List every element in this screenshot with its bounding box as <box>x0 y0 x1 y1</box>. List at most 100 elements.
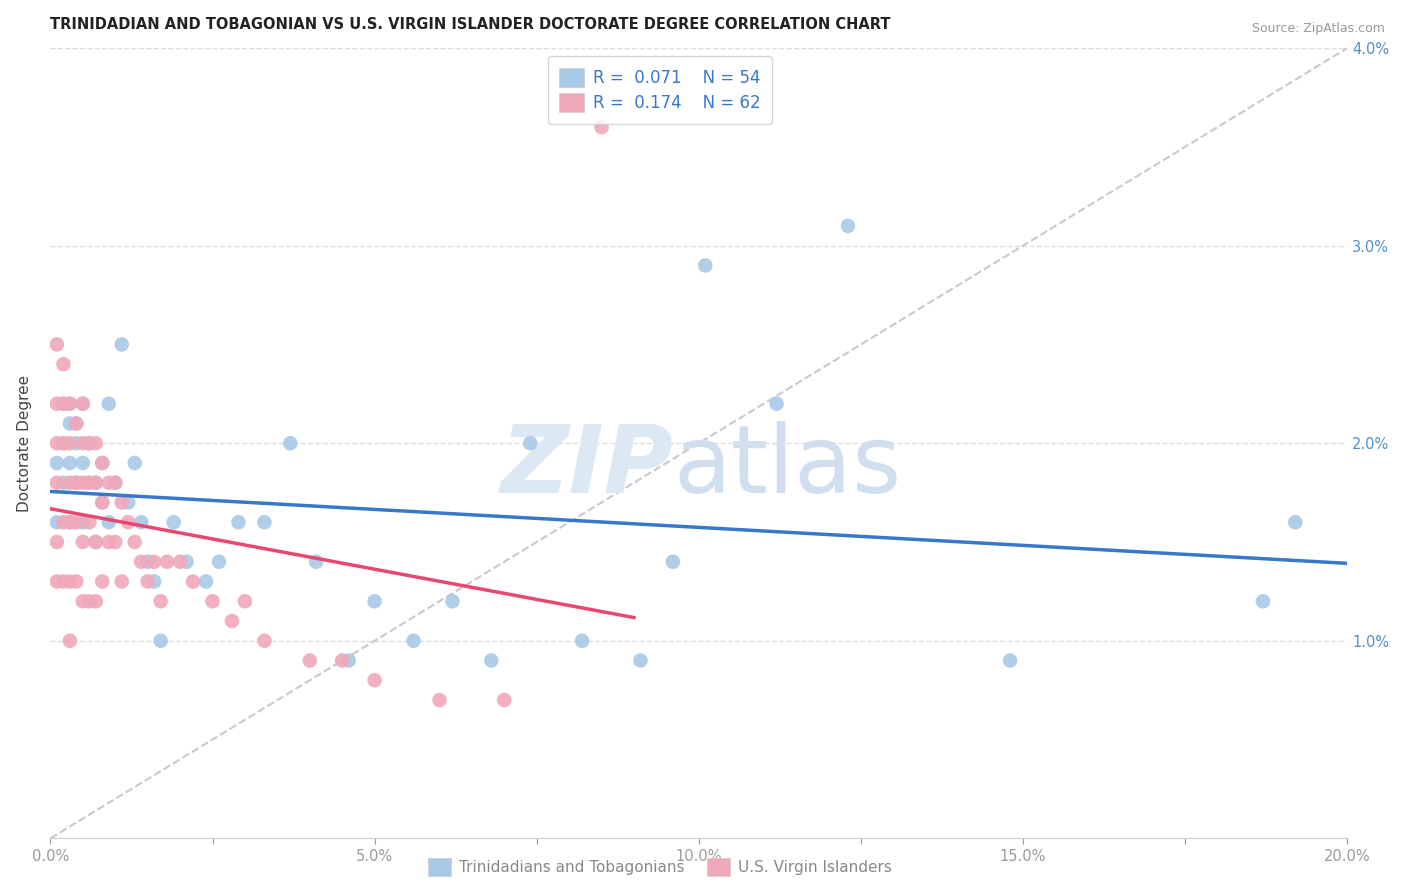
Point <box>441 594 464 608</box>
Point <box>837 219 859 233</box>
Point <box>72 594 94 608</box>
Point <box>45 535 67 549</box>
Point <box>330 654 353 668</box>
Point <box>278 436 301 450</box>
Point <box>91 495 114 509</box>
Point <box>124 535 146 549</box>
Point <box>117 515 139 529</box>
Point <box>91 574 114 589</box>
Point <box>79 475 101 490</box>
Point <box>72 397 94 411</box>
Point <box>429 693 451 707</box>
Point <box>91 456 114 470</box>
Point <box>149 633 172 648</box>
Legend: Trinidadians and Tobagonians, U.S. Virgin Islanders: Trinidadians and Tobagonians, U.S. Virgi… <box>422 852 897 882</box>
Point <box>45 436 67 450</box>
Point <box>97 397 120 411</box>
Point <box>998 654 1021 668</box>
Point <box>52 397 75 411</box>
Point <box>136 574 159 589</box>
Point <box>84 535 107 549</box>
Point <box>72 535 94 549</box>
Point <box>52 436 75 450</box>
Point <box>129 515 152 529</box>
Point <box>59 515 82 529</box>
Point <box>79 594 101 608</box>
Point <box>143 555 166 569</box>
Point <box>494 693 516 707</box>
Point <box>52 475 75 490</box>
Point <box>149 594 172 608</box>
Point <box>402 633 425 648</box>
Point <box>143 574 166 589</box>
Point <box>59 574 82 589</box>
Point <box>72 397 94 411</box>
Point <box>65 417 87 431</box>
Point <box>519 436 541 450</box>
Point <box>45 574 67 589</box>
Point <box>305 555 328 569</box>
Point <box>253 515 276 529</box>
Point <box>65 475 87 490</box>
Point <box>59 456 82 470</box>
Text: ZIP: ZIP <box>501 421 673 513</box>
Point <box>84 535 107 549</box>
Point <box>111 337 134 351</box>
Point <box>52 574 75 589</box>
Point <box>97 515 120 529</box>
Point <box>233 594 256 608</box>
Point <box>97 475 120 490</box>
Point <box>630 654 652 668</box>
Point <box>228 515 250 529</box>
Point <box>65 574 87 589</box>
Point <box>59 515 82 529</box>
Point <box>104 475 127 490</box>
Text: Source: ZipAtlas.com: Source: ZipAtlas.com <box>1251 22 1385 36</box>
Point <box>104 475 127 490</box>
Point <box>298 654 321 668</box>
Point <box>129 555 152 569</box>
Point <box>65 436 87 450</box>
Point <box>97 535 120 549</box>
Text: atlas: atlas <box>673 421 901 513</box>
Point <box>337 654 360 668</box>
Point <box>52 397 75 411</box>
Point <box>111 574 134 589</box>
Point <box>1251 594 1274 608</box>
Point <box>479 654 502 668</box>
Point <box>1284 515 1306 529</box>
Point <box>59 633 82 648</box>
Point <box>117 495 139 509</box>
Point <box>91 495 114 509</box>
Point <box>195 574 218 589</box>
Point <box>84 594 107 608</box>
Point <box>221 614 243 628</box>
Point <box>84 475 107 490</box>
Point <box>45 397 67 411</box>
Point <box>65 515 87 529</box>
Point <box>91 456 114 470</box>
Point <box>363 673 385 688</box>
Point <box>169 555 191 569</box>
Point <box>65 475 87 490</box>
Point <box>72 515 94 529</box>
Point <box>59 397 82 411</box>
Point <box>571 633 593 648</box>
Point <box>72 436 94 450</box>
Point <box>52 357 75 371</box>
Point <box>45 337 67 351</box>
Point <box>181 574 204 589</box>
Point <box>201 594 224 608</box>
Point <box>84 475 107 490</box>
Point <box>136 555 159 569</box>
Point <box>156 555 179 569</box>
Point <box>111 495 134 509</box>
Point <box>208 555 231 569</box>
Point <box>52 436 75 450</box>
Point <box>45 456 67 470</box>
Point <box>363 594 385 608</box>
Point <box>45 515 67 529</box>
Point <box>253 633 276 648</box>
Point <box>52 515 75 529</box>
Point <box>79 436 101 450</box>
